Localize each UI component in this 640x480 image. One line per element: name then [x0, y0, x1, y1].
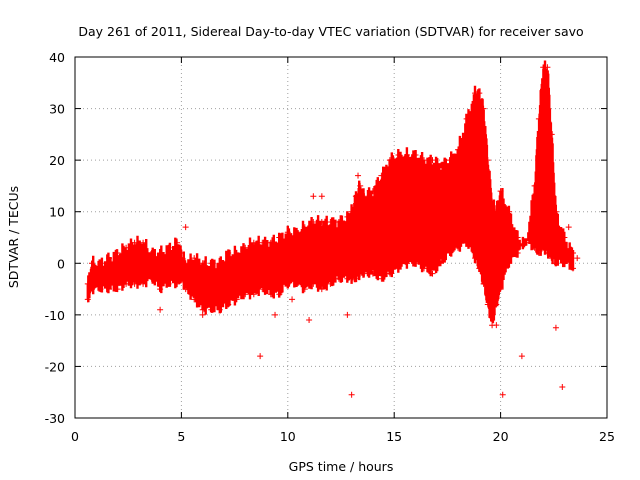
outlier-point: [499, 391, 506, 398]
y-tick-label: -20: [45, 359, 65, 374]
y-axis-label: SDTVAR / TECUs: [6, 186, 21, 288]
outlier-point: [565, 224, 572, 231]
x-axis-label: GPS time / hours: [289, 459, 394, 474]
outlier-point: [348, 391, 355, 398]
x-tick-labels: 0 5 10 15 20 25: [71, 429, 615, 444]
outlier-point: [355, 172, 362, 179]
outlier-point: [306, 317, 313, 324]
outlier-point: [574, 255, 581, 262]
data-layer: [84, 60, 581, 398]
x-tick-label: 10: [280, 429, 296, 444]
x-tick-label: 25: [599, 429, 615, 444]
ticks: [74, 56, 608, 419]
outlier-point: [493, 322, 500, 329]
plot-frame: [74, 56, 608, 419]
x-tick-label: 15: [386, 429, 402, 444]
data-band-markers: [84, 64, 576, 329]
outlier-point: [310, 193, 317, 200]
y-tick-label: 40: [49, 50, 65, 65]
outlier-point: [272, 311, 279, 318]
x-tick-label: 0: [71, 429, 79, 444]
outlier-point: [318, 193, 325, 200]
outlier-point: [559, 384, 566, 391]
chart-title: Day 261 of 2011, Sidereal Day-to-day VTE…: [78, 24, 583, 39]
outlier-point: [518, 353, 525, 360]
outlier-point: [157, 306, 164, 313]
outlier-point: [344, 311, 351, 318]
y-tick-label: 20: [49, 153, 65, 168]
y-tick-label: 30: [49, 102, 65, 117]
y-tick-label: -30: [45, 411, 65, 426]
data-band: [86, 60, 575, 324]
outlier-point: [199, 311, 206, 318]
outlier-point: [552, 324, 559, 331]
outlier-point: [182, 224, 189, 231]
y-tick-labels: -30 -20 -10 0 10 20 30 40: [45, 50, 65, 426]
y-tick-label: 0: [57, 256, 65, 271]
outlier-point: [289, 296, 296, 303]
outlier-point: [257, 353, 264, 360]
y-tick-label: -10: [45, 308, 65, 323]
x-tick-label: 20: [493, 429, 509, 444]
y-tick-label: 10: [49, 205, 65, 220]
x-tick-label: 5: [177, 429, 185, 444]
